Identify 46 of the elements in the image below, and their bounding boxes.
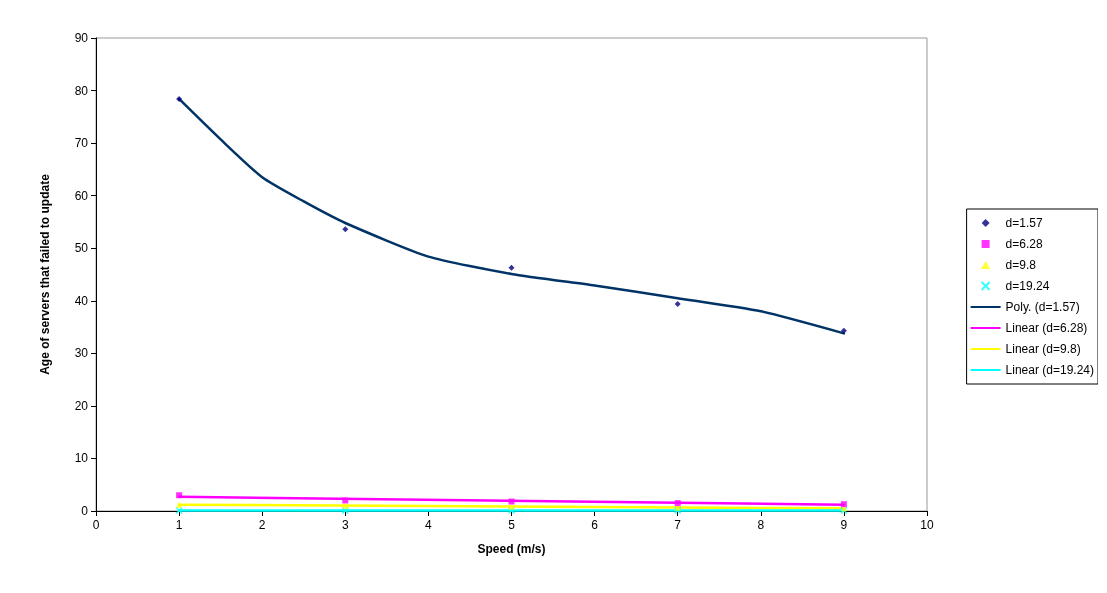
point [342,226,349,233]
point [342,497,349,504]
y-tick-label: 30 [74,346,89,361]
point [508,264,515,271]
x-tick-label: 6 [591,518,599,532]
x-tick-label: 0 [92,518,100,532]
y-tick-label: 50 [74,241,89,256]
x-tick-label: 7 [674,518,682,532]
y-tick-label: 70 [74,136,89,151]
legend-label: Poly. (d=1.57) [1005,300,1080,314]
x-tick-label: 4 [425,518,433,532]
x-axis-title: Speed (m/s) [477,542,546,556]
y-tick-label: 60 [74,188,89,203]
y-tick-label: 20 [74,398,89,413]
point [674,500,681,507]
x-tick-label: 8 [757,518,765,532]
x-tick-label: 1 [175,518,183,532]
y-axis-title: Age of servers that failed to update [38,173,52,375]
legend-label: Linear (d=6.28) [1005,321,1088,335]
point [342,502,349,509]
point [176,95,183,102]
line-series [177,97,846,335]
point [840,327,847,334]
legend-label: d=19.24 [1005,279,1050,293]
y-tick-label: 90 [74,31,89,45]
x-tick-label: 2 [258,518,266,532]
x-tick-label: 3 [341,518,349,532]
legend-label: Linear (d=19.24) [1005,363,1095,377]
x-tick-label: 9 [840,518,848,532]
point [508,498,515,505]
legend-label: d=1.57 [1005,216,1043,230]
y-tick-label: 0 [81,504,89,518]
point [508,503,515,510]
point [674,300,681,307]
x-tick-label: 10 [920,518,934,532]
point [840,501,847,508]
legend-label: d=9.8 [1005,258,1037,272]
legend-label: d=6.28 [1005,237,1043,251]
y-tick-label: 10 [74,451,89,466]
point [674,504,681,511]
x-tick-label: 5 [508,518,516,532]
y-tick-label: 40 [74,293,89,308]
point [176,501,183,508]
y-tick-label: 80 [74,83,89,98]
point [176,492,183,499]
legend-label: Linear (d=9.8) [1005,342,1081,356]
